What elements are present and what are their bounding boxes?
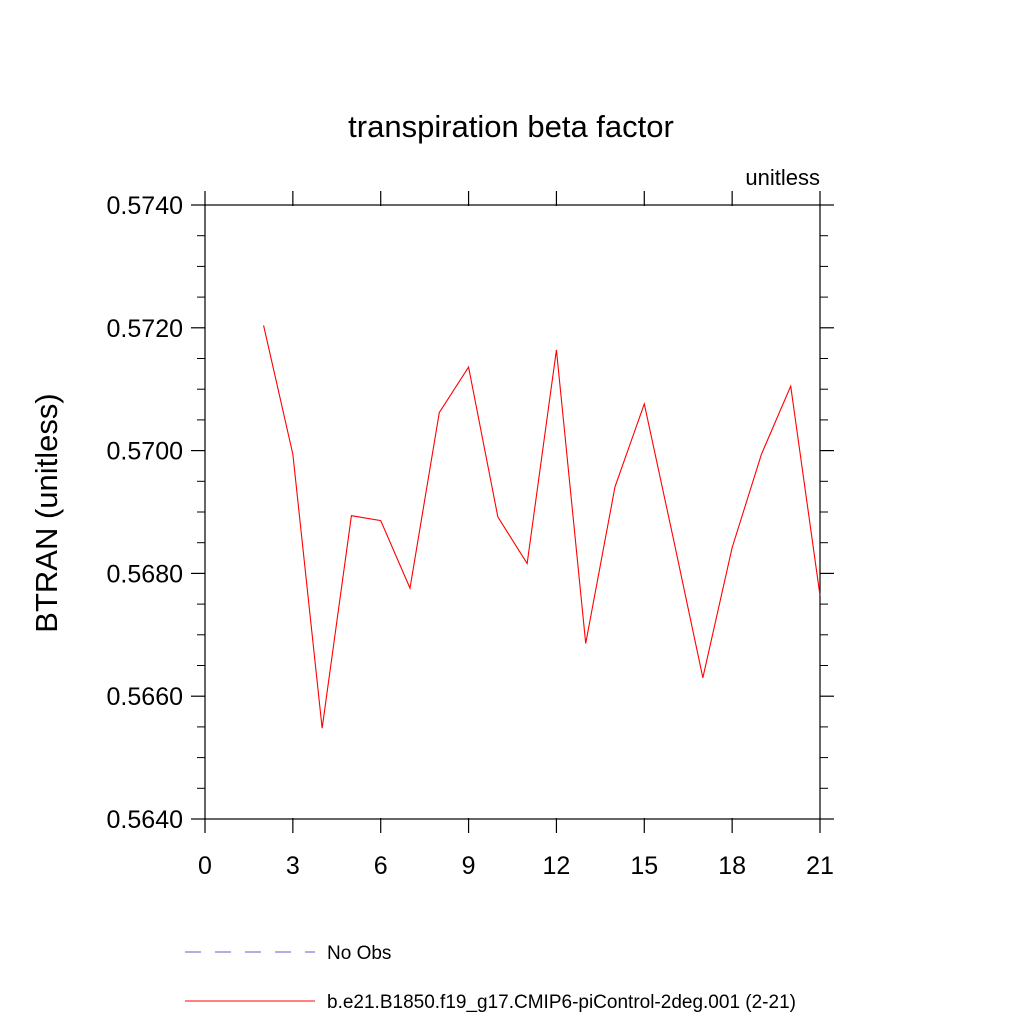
y-tick-label: 0.5720: [107, 315, 183, 343]
y-tick-label: 0.5680: [107, 560, 183, 588]
y-axis-label: BTRAN (unitless): [29, 393, 64, 632]
y-tick-label: 0.5640: [107, 806, 183, 834]
axes: 0 3 6 9 12 15 18 21 0.5640 0.5660 0.5680 0.5700 0.57…: [107, 191, 834, 880]
y-tick-label: 0.5740: [107, 192, 183, 220]
x-tick-label: 15: [630, 852, 658, 880]
legend: No Obs b.e21.B1850.f19_g17.CMIP6-piContro…: [185, 943, 796, 1013]
units-label: unitless: [745, 165, 820, 190]
x-tick-label: 21: [806, 852, 834, 880]
x-tick-label: 18: [718, 852, 746, 880]
chart-title: transpiration beta factor: [348, 109, 674, 144]
y-tick-label: 0.5700: [107, 438, 183, 466]
series-line-1: [263, 325, 821, 729]
x-tick-label: 12: [543, 852, 571, 880]
x-tick-label: 9: [462, 852, 476, 880]
x-tick-label: 3: [286, 852, 300, 880]
x-tick-label: 6: [374, 852, 388, 880]
x-tick-label: 0: [198, 852, 212, 880]
series-layer: [263, 325, 821, 729]
legend-label-0: No Obs: [327, 943, 391, 964]
legend-label-1: b.e21.B1850.f19_g17.CMIP6-piControl-2deg…: [327, 992, 796, 1013]
plot-frame: [204, 204, 821, 820]
y-tick-label: 0.5660: [107, 683, 183, 711]
